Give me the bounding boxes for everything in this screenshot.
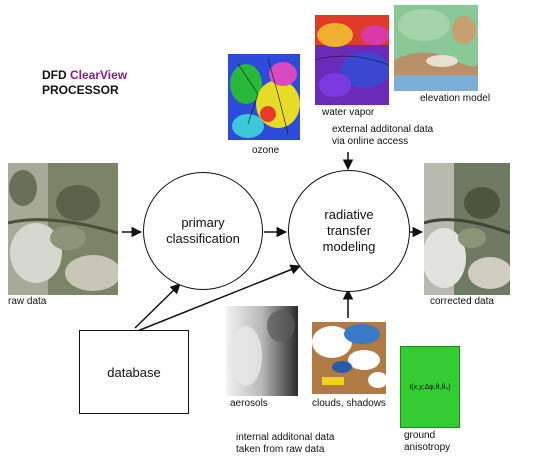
title-prefix: DFD: [42, 68, 70, 82]
arrow-database-to-radiative: [134, 264, 301, 333]
ground-anisotropy-label: ground anisotropy: [404, 430, 450, 454]
ground-formula: I(x,y;Δφ,θ,θ₀): [409, 383, 451, 391]
ozone-label: ozone: [252, 145, 280, 156]
radiative-label: radiative transfer modeling: [322, 207, 376, 254]
corrected-data-label: corrected data: [430, 296, 494, 307]
title-line2: PROCESSOR: [42, 83, 119, 97]
aerosols-label: aerosols: [230, 398, 268, 409]
title-brand: ClearView: [70, 68, 128, 82]
external-data-label: external additonal data via online acces…: [332, 124, 433, 148]
corrected-data-image: [424, 163, 510, 295]
radiative-transfer-node: radiative transfer modeling: [288, 170, 410, 292]
arrow-database-to-classification: [134, 283, 181, 329]
clouds-shadows-image: [312, 322, 386, 394]
database-label: database: [107, 364, 161, 380]
internal-data-label: internal additonal data taken from raw d…: [236, 432, 334, 456]
external-line2: via online access: [332, 136, 409, 147]
classification-label: primary classification: [166, 215, 240, 246]
elevation-model-label: elevation model: [420, 93, 491, 104]
internal-line1: internal additonal data: [236, 432, 335, 443]
aerosols-image: [226, 306, 298, 396]
clouds-shadows-label: clouds, shadows: [312, 398, 386, 409]
primary-classification-node: primary classification: [143, 172, 263, 290]
external-line1: external additonal data: [332, 124, 434, 135]
ground-anisotropy-box: I(x,y;Δφ,θ,θ₀): [400, 346, 460, 428]
water-vapor-label: water vapor: [322, 107, 375, 118]
internal-line2: taken from raw data: [236, 444, 325, 455]
database-box: database: [79, 330, 189, 414]
elevation-model-image: [394, 5, 478, 91]
ground-line2: anisotropy: [404, 442, 451, 453]
ground-line1: ground: [404, 430, 436, 441]
ozone-image: [228, 54, 300, 140]
raw-data-image: [8, 163, 118, 295]
processor-title: DFD ClearView PROCESSOR: [42, 68, 127, 98]
water-vapor-image: [315, 15, 389, 105]
raw-data-label: raw data: [8, 296, 47, 307]
